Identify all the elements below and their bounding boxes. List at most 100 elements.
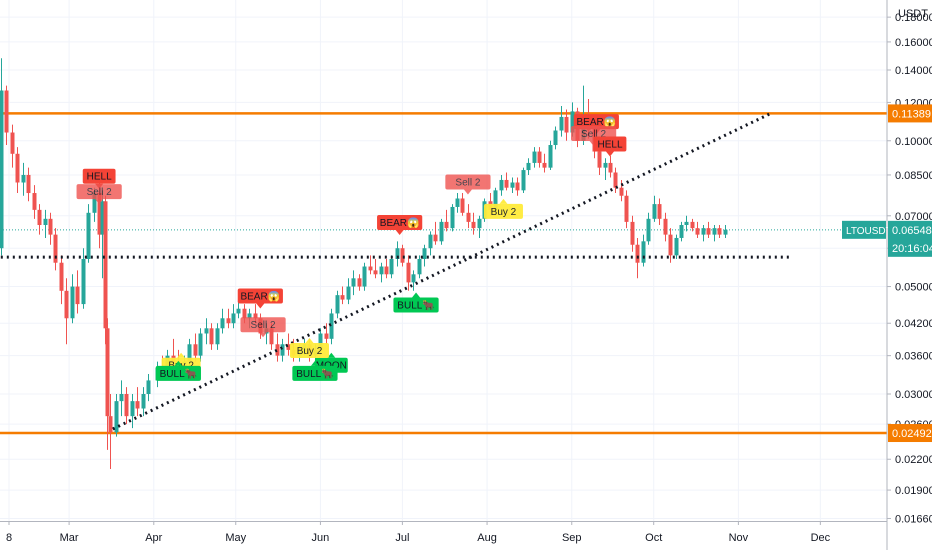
- candle-body: [43, 218, 48, 226]
- candle-body: [641, 241, 646, 263]
- candle: [220, 308, 225, 334]
- signal-bear-label[interactable]: BEAR😱: [377, 215, 423, 236]
- candle-body: [242, 308, 247, 319]
- candle-body: [37, 209, 42, 226]
- candle: [37, 204, 42, 235]
- candle: [406, 255, 411, 291]
- x-tick-label: Apr: [145, 532, 162, 544]
- candle: [114, 394, 119, 437]
- candle: [204, 318, 209, 345]
- candle: [679, 221, 684, 242]
- signal-text: HELL: [87, 172, 112, 183]
- candle: [460, 193, 465, 216]
- candle: [215, 323, 220, 350]
- signal-bull-label[interactable]: BULL🐂: [292, 360, 338, 381]
- candle-body: [26, 174, 31, 194]
- last-price-label: 0.06548: [892, 225, 932, 237]
- candle: [10, 124, 15, 168]
- candle: [646, 212, 651, 245]
- candle-body: [657, 204, 662, 219]
- candle-body: [493, 190, 498, 210]
- candle-body: [81, 258, 86, 305]
- candle-body: [564, 116, 569, 133]
- signal-badge: [292, 365, 338, 381]
- signal-text: BULL🐂: [296, 368, 333, 380]
- candle: [351, 270, 356, 296]
- signal-text: BULL🐂: [160, 368, 197, 380]
- x-tick-label: Sep: [562, 532, 582, 544]
- signal-sell2-label[interactable]: Sell 2: [240, 317, 286, 338]
- signal-pointer: [174, 360, 183, 366]
- signal-buy2-label[interactable]: Buy 2: [289, 337, 329, 358]
- candle-body: [526, 162, 531, 171]
- candle-body: [395, 248, 400, 259]
- candle-body: [53, 234, 58, 263]
- signal-buy2-label[interactable]: Buy 2: [483, 198, 523, 219]
- candle-body: [504, 179, 509, 188]
- candle: [357, 274, 362, 291]
- y-tick-label: 0.16000: [895, 37, 932, 49]
- candle-body: [695, 228, 700, 235]
- signal-bull-label[interactable]: BULL🐂: [393, 292, 439, 313]
- candle-body: [684, 221, 689, 226]
- candle: [108, 394, 113, 470]
- candle: [275, 333, 280, 362]
- signal-bull-label[interactable]: BULL🐂: [155, 360, 201, 381]
- candle: [130, 394, 135, 429]
- candle: [499, 174, 504, 196]
- candle: [466, 204, 471, 229]
- candle-body: [114, 401, 119, 433]
- candle-body: [548, 145, 553, 168]
- candle-body: [679, 225, 684, 238]
- candle-body: [379, 266, 384, 275]
- signal-bear-label[interactable]: BEAR😱: [237, 288, 283, 309]
- signal-badge: [593, 136, 627, 152]
- candle: [384, 258, 389, 279]
- candle: [537, 147, 542, 168]
- level-price-tag: [888, 104, 932, 123]
- signal-text: HELL: [597, 139, 622, 150]
- candle: [379, 262, 384, 283]
- signal-pointer: [412, 292, 421, 298]
- candle: [64, 278, 69, 345]
- candle-body: [226, 318, 231, 324]
- candle: [663, 212, 668, 242]
- signal-pointer: [310, 360, 319, 366]
- candle-body: [135, 401, 140, 409]
- time-axis[interactable]: 8 Mar Apr May Jun Jul Aug Sep Oct Nov Dec: [0, 521, 887, 544]
- signal-sell2-label[interactable]: Sell 2: [445, 174, 491, 195]
- candle: [329, 308, 334, 345]
- candle: [548, 140, 553, 171]
- candle: [510, 177, 515, 194]
- candle-body: [553, 130, 558, 146]
- candle-body: [717, 228, 722, 235]
- candle: [146, 373, 151, 402]
- candle-body: [0, 90, 4, 249]
- currency-label: USDT: [898, 8, 928, 20]
- signal-text: BEAR😱: [240, 291, 280, 303]
- candle: [324, 323, 329, 345]
- candle-body: [537, 151, 542, 163]
- y-tick-label: 0.08500: [895, 170, 932, 182]
- signal-bear-label[interactable]: BEAR😱: [573, 114, 619, 135]
- candle-body: [220, 318, 225, 329]
- x-tick-label: Jul: [395, 532, 409, 544]
- candle-body: [466, 212, 471, 222]
- candle-body: [59, 262, 64, 291]
- signal-sell2-label[interactable]: Sell 2: [76, 184, 122, 205]
- signal-badge: [82, 168, 116, 184]
- candle-body: [624, 195, 629, 222]
- signal-sell-label[interactable]: HELL: [593, 136, 627, 157]
- candle-body: [97, 193, 102, 235]
- signal-badge: [155, 365, 201, 381]
- signal-pointer: [499, 198, 508, 204]
- signal-pointer: [327, 352, 336, 358]
- dotted-trend-line[interactable]: [112, 111, 772, 431]
- x-tick-label: Aug: [477, 532, 497, 544]
- y-tick-label: 0.02200: [895, 454, 932, 466]
- price-axis[interactable]: 0.180000.160000.140000.120000.100000.085…: [842, 0, 932, 550]
- y-tick-label: 0.07000: [895, 211, 932, 223]
- candle-body: [674, 237, 679, 256]
